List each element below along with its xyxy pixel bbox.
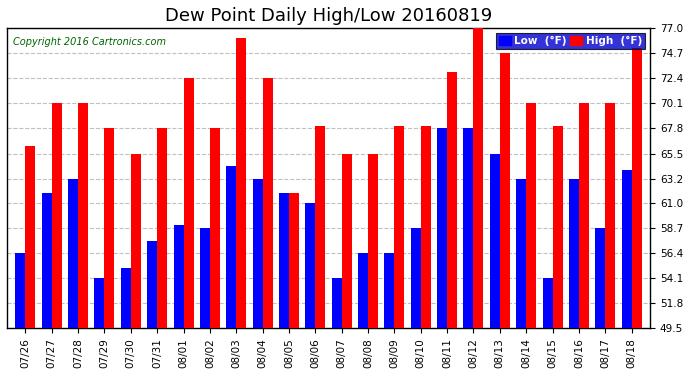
Bar bbox=[516, 179, 526, 328]
Bar bbox=[263, 78, 273, 328]
Bar bbox=[553, 126, 562, 328]
Bar bbox=[358, 253, 368, 328]
Bar bbox=[131, 154, 141, 328]
Bar bbox=[226, 166, 236, 328]
Bar bbox=[279, 193, 289, 328]
Bar bbox=[78, 103, 88, 328]
Bar bbox=[411, 228, 421, 328]
Bar bbox=[332, 278, 342, 328]
Bar bbox=[437, 129, 447, 328]
Bar bbox=[121, 268, 131, 328]
Bar bbox=[147, 241, 157, 328]
Bar bbox=[315, 126, 326, 328]
Bar bbox=[500, 53, 510, 328]
Bar bbox=[236, 38, 246, 328]
Bar bbox=[26, 146, 35, 328]
Legend: Low  (°F), High  (°F): Low (°F), High (°F) bbox=[495, 33, 645, 50]
Bar bbox=[305, 203, 315, 328]
Bar bbox=[184, 78, 194, 328]
Bar bbox=[595, 228, 605, 328]
Text: Copyright 2016 Cartronics.com: Copyright 2016 Cartronics.com bbox=[13, 37, 166, 47]
Bar bbox=[569, 179, 579, 328]
Bar bbox=[464, 129, 473, 328]
Bar bbox=[200, 228, 210, 328]
Bar bbox=[579, 103, 589, 328]
Bar bbox=[52, 103, 62, 328]
Bar bbox=[542, 278, 553, 328]
Bar bbox=[95, 278, 104, 328]
Bar bbox=[490, 154, 500, 328]
Bar bbox=[395, 126, 404, 328]
Bar bbox=[526, 103, 536, 328]
Bar bbox=[342, 154, 352, 328]
Bar bbox=[104, 129, 115, 328]
Bar bbox=[173, 225, 184, 328]
Bar bbox=[289, 193, 299, 328]
Bar bbox=[447, 72, 457, 328]
Bar bbox=[622, 170, 631, 328]
Title: Dew Point Daily High/Low 20160819: Dew Point Daily High/Low 20160819 bbox=[165, 7, 492, 25]
Bar bbox=[368, 154, 378, 328]
Bar bbox=[253, 179, 263, 328]
Bar bbox=[384, 253, 395, 328]
Bar bbox=[68, 179, 78, 328]
Bar bbox=[210, 129, 220, 328]
Bar bbox=[605, 103, 615, 328]
Bar bbox=[421, 126, 431, 328]
Bar bbox=[157, 129, 167, 328]
Bar bbox=[631, 48, 642, 328]
Bar bbox=[473, 28, 484, 328]
Bar bbox=[41, 193, 52, 328]
Bar bbox=[15, 253, 26, 328]
